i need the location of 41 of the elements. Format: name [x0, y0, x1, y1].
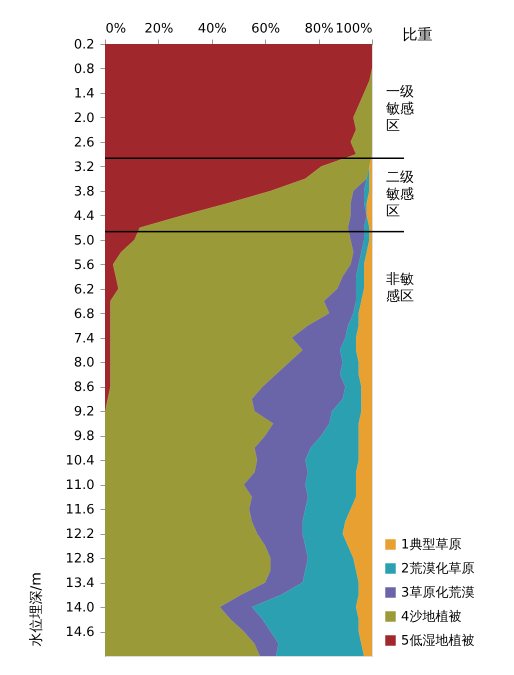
text: 二级敏感区 [386, 169, 414, 220]
x-tick-label: 0% [106, 22, 126, 36]
y-tick-label: 14.0 [66, 600, 94, 616]
y-tick-label: 2.6 [74, 135, 94, 150]
y-tick-label: 10.4 [66, 454, 94, 469]
y-tick-label: 1.4 [74, 86, 94, 102]
y-tick-label: 12.2 [66, 527, 94, 542]
x-tick-label: 40% [198, 22, 227, 36]
text: 非敏感区 [386, 271, 414, 304]
y-tick-label: 9.8 [74, 429, 94, 444]
y-tick-label: 12.8 [66, 552, 94, 567]
x-tick-label: 80% [304, 22, 334, 36]
y-tick-label: 14.6 [66, 625, 94, 640]
y-tick-label: 8.0 [74, 356, 94, 371]
x-tick-label: 100% [335, 22, 372, 36]
y-tick-label: 13.4 [66, 576, 94, 592]
x-tick-label: 20% [144, 22, 174, 36]
y-tick-label: 3.2 [74, 160, 94, 175]
legend-label: 5低湿地植被 [401, 634, 474, 648]
text: 一级敏感区 [386, 84, 414, 134]
legend-label: 2荒漠化草原 [401, 562, 474, 576]
y-tick-label: 2.0 [74, 110, 94, 126]
y-tick-label: 7.4 [74, 331, 94, 346]
y-tick-label: 6.2 [74, 282, 94, 298]
y-axis-title: 水位埋深/m [28, 572, 44, 646]
y-tick-label: 11.0 [66, 478, 94, 494]
legend-label: 3草原化荒漠 [401, 586, 474, 600]
y-tick-label: 5.6 [74, 258, 94, 273]
y-tick-label: 0.8 [74, 62, 94, 77]
y-tick-label: 0.2 [74, 38, 94, 52]
x-axis-title: 比重 [402, 26, 432, 44]
y-tick-label: 8.6 [74, 380, 94, 396]
legend-label: 1典型草原 [401, 538, 462, 552]
y-tick-label: 5.0 [74, 233, 94, 248]
legend-label: 4沙地植被 [401, 610, 462, 624]
y-tick-label: 6.8 [74, 306, 94, 322]
y-tick-label: 9.2 [74, 404, 94, 420]
y-tick-label: 3.8 [74, 184, 94, 200]
x-tick-label: 60% [251, 22, 280, 36]
y-tick-label: 11.6 [66, 502, 94, 518]
y-tick-label: 4.4 [74, 208, 94, 224]
